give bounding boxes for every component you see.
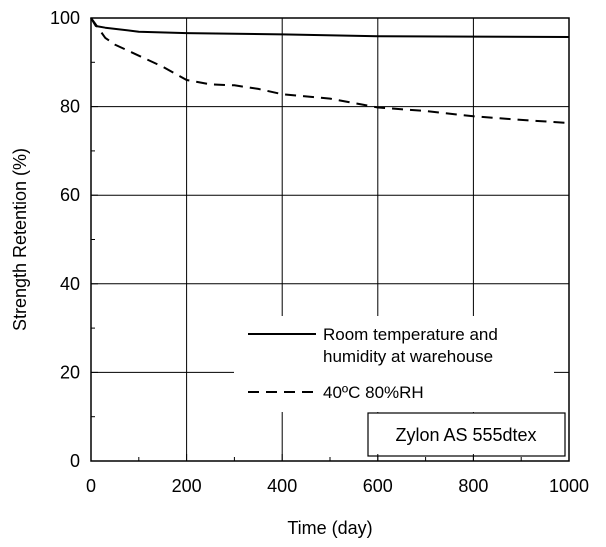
y-tick-label: 0 <box>70 451 80 471</box>
annotation-label: Zylon AS 555dtex <box>395 425 536 445</box>
y-tick-label: 40 <box>60 274 80 294</box>
y-tick-label: 80 <box>60 97 80 117</box>
x-tick-label: 0 <box>86 476 96 496</box>
y-axis-title: Strength Retention (%) <box>10 148 30 331</box>
x-axis-title: Time (day) <box>287 518 372 538</box>
legend-label-1: Room temperature and <box>323 325 498 344</box>
legend-box <box>234 316 554 412</box>
annotation: Zylon AS 555dtex <box>367 412 566 457</box>
y-tick-label: 100 <box>50 8 80 28</box>
legend-label-1: humidity at warehouse <box>323 347 493 366</box>
x-tick-label: 400 <box>267 476 297 496</box>
x-tick-label: 1000 <box>549 476 589 496</box>
x-tick-label: 800 <box>458 476 488 496</box>
y-tick-label: 60 <box>60 185 80 205</box>
legend-label-2: 40ºC 80%RH <box>323 383 424 402</box>
series-line-1 <box>90 17 570 38</box>
x-tick-label: 200 <box>172 476 202 496</box>
annotation-box <box>367 412 566 457</box>
y-tick-label: 20 <box>60 362 80 382</box>
grid-lines <box>91 18 569 461</box>
x-tick-label: 600 <box>363 476 393 496</box>
legend: Room temperature and humidity at warehous… <box>234 316 554 412</box>
series-line-2 <box>90 17 570 124</box>
series-layer <box>90 17 570 124</box>
